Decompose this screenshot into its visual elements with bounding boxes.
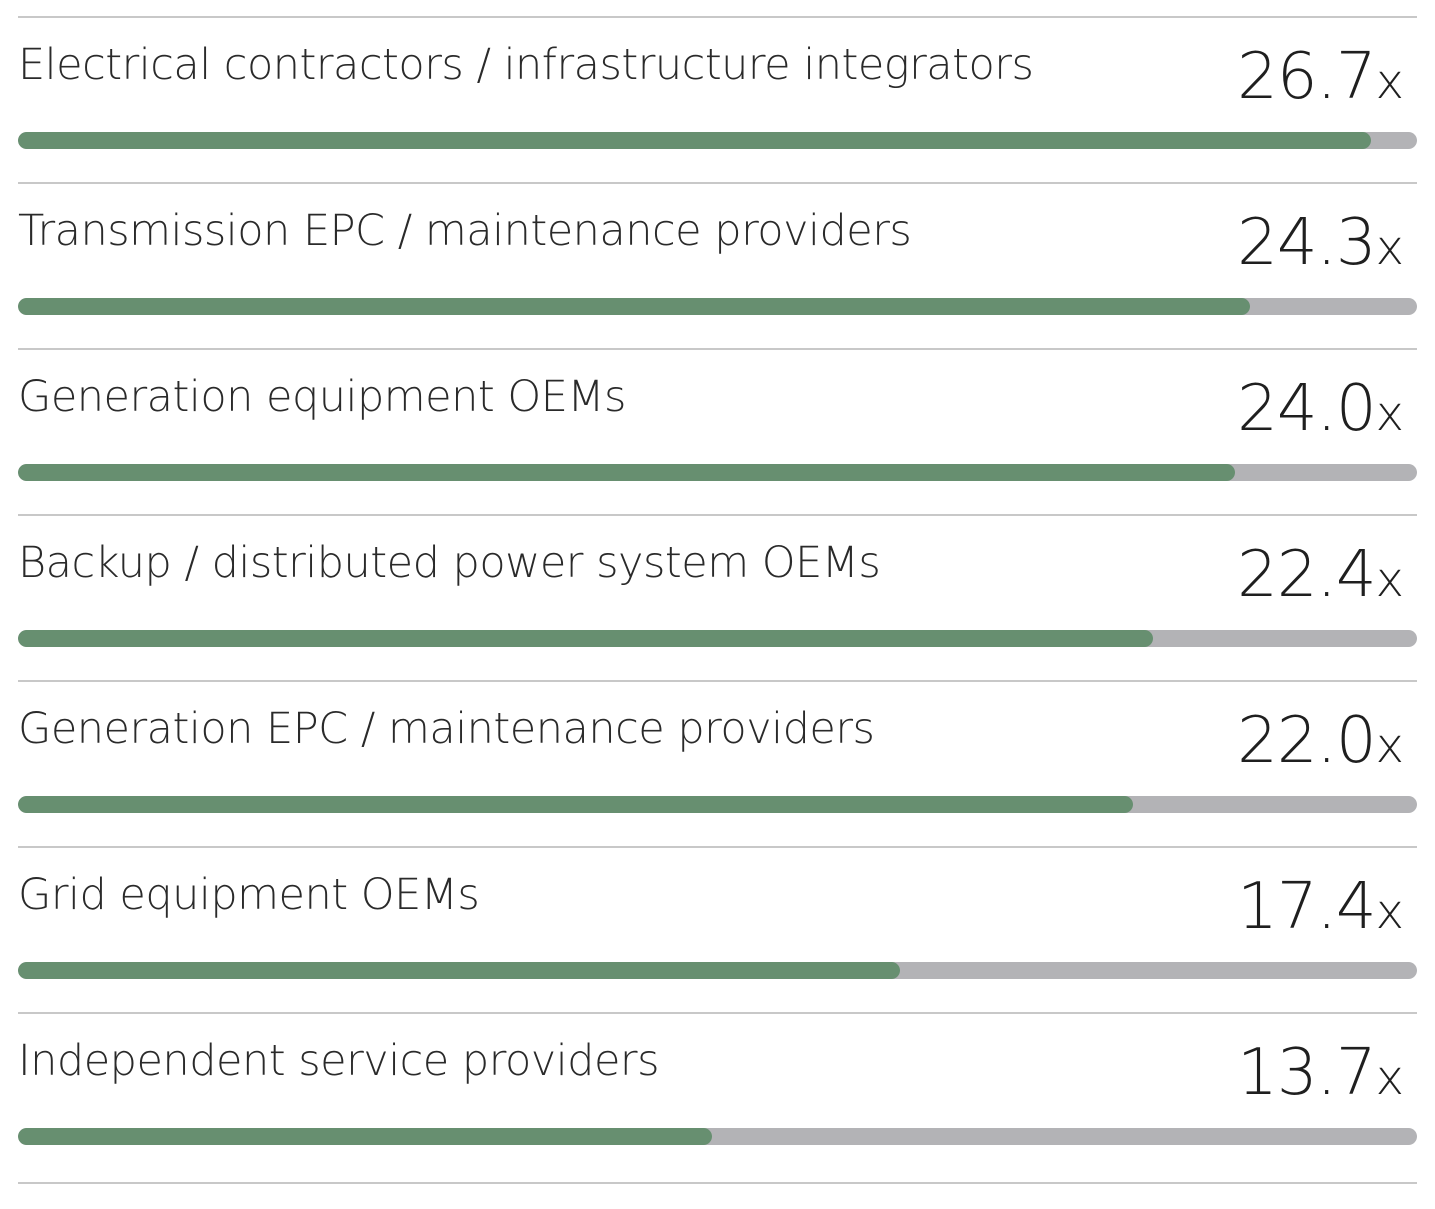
chart-row: Electrical contractors / infrastructure … (18, 16, 1417, 182)
value-number: 13.7 (1237, 1036, 1376, 1110)
bar-track (18, 132, 1417, 149)
value-label: 13.7x (1237, 1036, 1404, 1110)
chart-row: Independent service providers 13.7x (18, 1012, 1417, 1184)
value-label: 22.4x (1237, 538, 1404, 612)
category-label: Transmission EPC / maintenance providers (18, 206, 912, 256)
chart-row: Backup / distributed power system OEMs 22… (18, 514, 1417, 680)
category-label: Electrical contractors / infrastructure … (18, 40, 1034, 90)
bar-track (18, 630, 1417, 647)
value-label: 24.0x (1237, 372, 1404, 446)
bar-fill (18, 464, 1235, 481)
value-number: 24.0 (1237, 372, 1376, 446)
value-unit: x (1375, 386, 1404, 442)
bar-chart: Electrical contractors / infrastructure … (18, 16, 1417, 1184)
bar-track (18, 1128, 1417, 1145)
value-number: 17.4 (1237, 870, 1376, 944)
category-label: Generation equipment OEMs (18, 372, 626, 422)
category-label: Independent service providers (18, 1036, 659, 1086)
value-unit: x (1375, 884, 1404, 940)
category-label: Backup / distributed power system OEMs (18, 538, 881, 588)
value-unit: x (1375, 54, 1404, 110)
bar-fill (18, 132, 1372, 149)
chart-row: Transmission EPC / maintenance providers… (18, 182, 1417, 348)
value-number: 22.4 (1237, 538, 1376, 612)
value-number: 22.0 (1237, 704, 1376, 778)
chart-row: Grid equipment OEMs 17.4x (18, 846, 1417, 1012)
category-label: Grid equipment OEMs (18, 870, 480, 920)
bar-fill (18, 630, 1154, 647)
value-label: 22.0x (1237, 704, 1404, 778)
value-unit: x (1375, 220, 1404, 276)
value-label: 26.7x (1237, 40, 1404, 114)
value-number: 26.7 (1237, 40, 1376, 114)
value-number: 24.3 (1237, 206, 1376, 280)
chart-row: Generation EPC / maintenance providers 22… (18, 680, 1417, 846)
bar-fill (18, 962, 900, 979)
value-label: 24.3x (1237, 206, 1404, 280)
bar-track (18, 298, 1417, 315)
value-unit: x (1375, 718, 1404, 774)
chart-row: Generation equipment OEMs 24.0x (18, 348, 1417, 514)
bar-fill (18, 1128, 713, 1145)
bar-track (18, 464, 1417, 481)
value-unit: x (1375, 1050, 1404, 1106)
value-unit: x (1375, 552, 1404, 608)
category-label: Generation EPC / maintenance providers (18, 704, 875, 754)
bar-fill (18, 298, 1250, 315)
bar-fill (18, 796, 1134, 813)
bar-track (18, 796, 1417, 813)
value-label: 17.4x (1237, 870, 1404, 944)
bar-track (18, 962, 1417, 979)
